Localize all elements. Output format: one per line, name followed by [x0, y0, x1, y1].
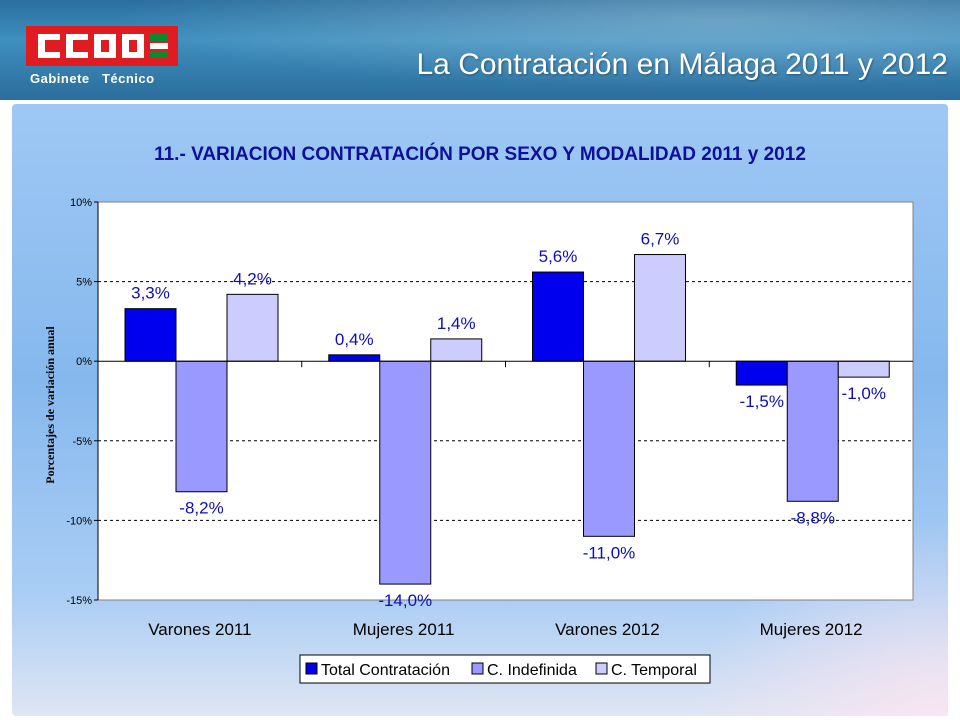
- y-axis-label: Porcentajes de variación anual: [43, 326, 57, 484]
- data-label: 0,4%: [335, 330, 374, 349]
- x-category-label: Varones 2011: [148, 620, 251, 639]
- legend-label: Total Contratación: [321, 662, 450, 679]
- y-tick-label: 5%: [76, 277, 92, 289]
- legend-box: [299, 654, 711, 684]
- x-category-label: Varones 2012: [555, 620, 660, 639]
- data-label: -11,0%: [583, 543, 636, 562]
- legend-swatch: [305, 662, 318, 675]
- legend-swatch: [471, 662, 484, 675]
- x-category-label: Mujeres 2011: [353, 620, 455, 639]
- bar: [837, 360, 890, 378]
- data-label: 1,4%: [437, 314, 476, 333]
- legend-label: C. Temporal: [611, 662, 697, 679]
- ccoo-logo-mark: [38, 34, 168, 58]
- bar: [175, 360, 228, 493]
- header-bar: Gabinete Técnico La Contratación en Mála…: [0, 0, 960, 100]
- data-label: -1,0%: [842, 384, 886, 403]
- bar: [379, 360, 432, 585]
- plot-area: [97, 201, 914, 601]
- data-label: 3,3%: [131, 284, 170, 303]
- chart-title: 11.- VARIACION CONTRATACIÓN POR SEXO Y M…: [154, 143, 806, 165]
- x-category-label: Mujeres 2012: [760, 620, 863, 639]
- bar: [226, 293, 279, 362]
- data-label: -1,5%: [740, 392, 784, 411]
- y-tick-label: 0%: [76, 356, 92, 368]
- data-label: 5,6%: [539, 247, 578, 266]
- bar: [786, 360, 839, 502]
- data-labels: 3,3% 0,4% 5,6% -1,5% -8,2% -14,0% -11,0% -8,8% 4…: [131, 230, 886, 611]
- y-tick-label: -5%: [72, 436, 92, 448]
- axes: 10% 5% 0% -5% -10% -15% Varones 2011 Mujeres 20…: [66, 197, 913, 639]
- bars: [124, 254, 890, 585]
- bar: [328, 354, 381, 362]
- bar: [735, 360, 788, 386]
- legend: Total Contratación C. Indefinida C. Tempor…: [299, 654, 711, 684]
- y-tick-label: -10%: [66, 515, 92, 527]
- bar: [430, 338, 483, 362]
- gridlines: [98, 281, 913, 521]
- y-tick-label: 10%: [70, 197, 92, 209]
- data-label: -8,8%: [791, 508, 835, 527]
- logo-subtitle: Gabinete Técnico: [30, 71, 155, 86]
- data-label: -14,0%: [378, 591, 432, 610]
- data-label: -8,2%: [179, 499, 223, 518]
- bar: [124, 308, 177, 362]
- bar: [634, 254, 686, 362]
- bar: [532, 271, 584, 362]
- data-label: 4,2%: [233, 269, 272, 288]
- y-tick-label: -15%: [66, 595, 92, 607]
- legend-swatch: [595, 662, 608, 675]
- page-title: La Contratación en Málaga 2011 y 2012: [416, 48, 949, 81]
- data-label: 6,7%: [641, 230, 680, 249]
- legend-label: C. Indefinida: [487, 662, 577, 679]
- bar: [583, 360, 635, 537]
